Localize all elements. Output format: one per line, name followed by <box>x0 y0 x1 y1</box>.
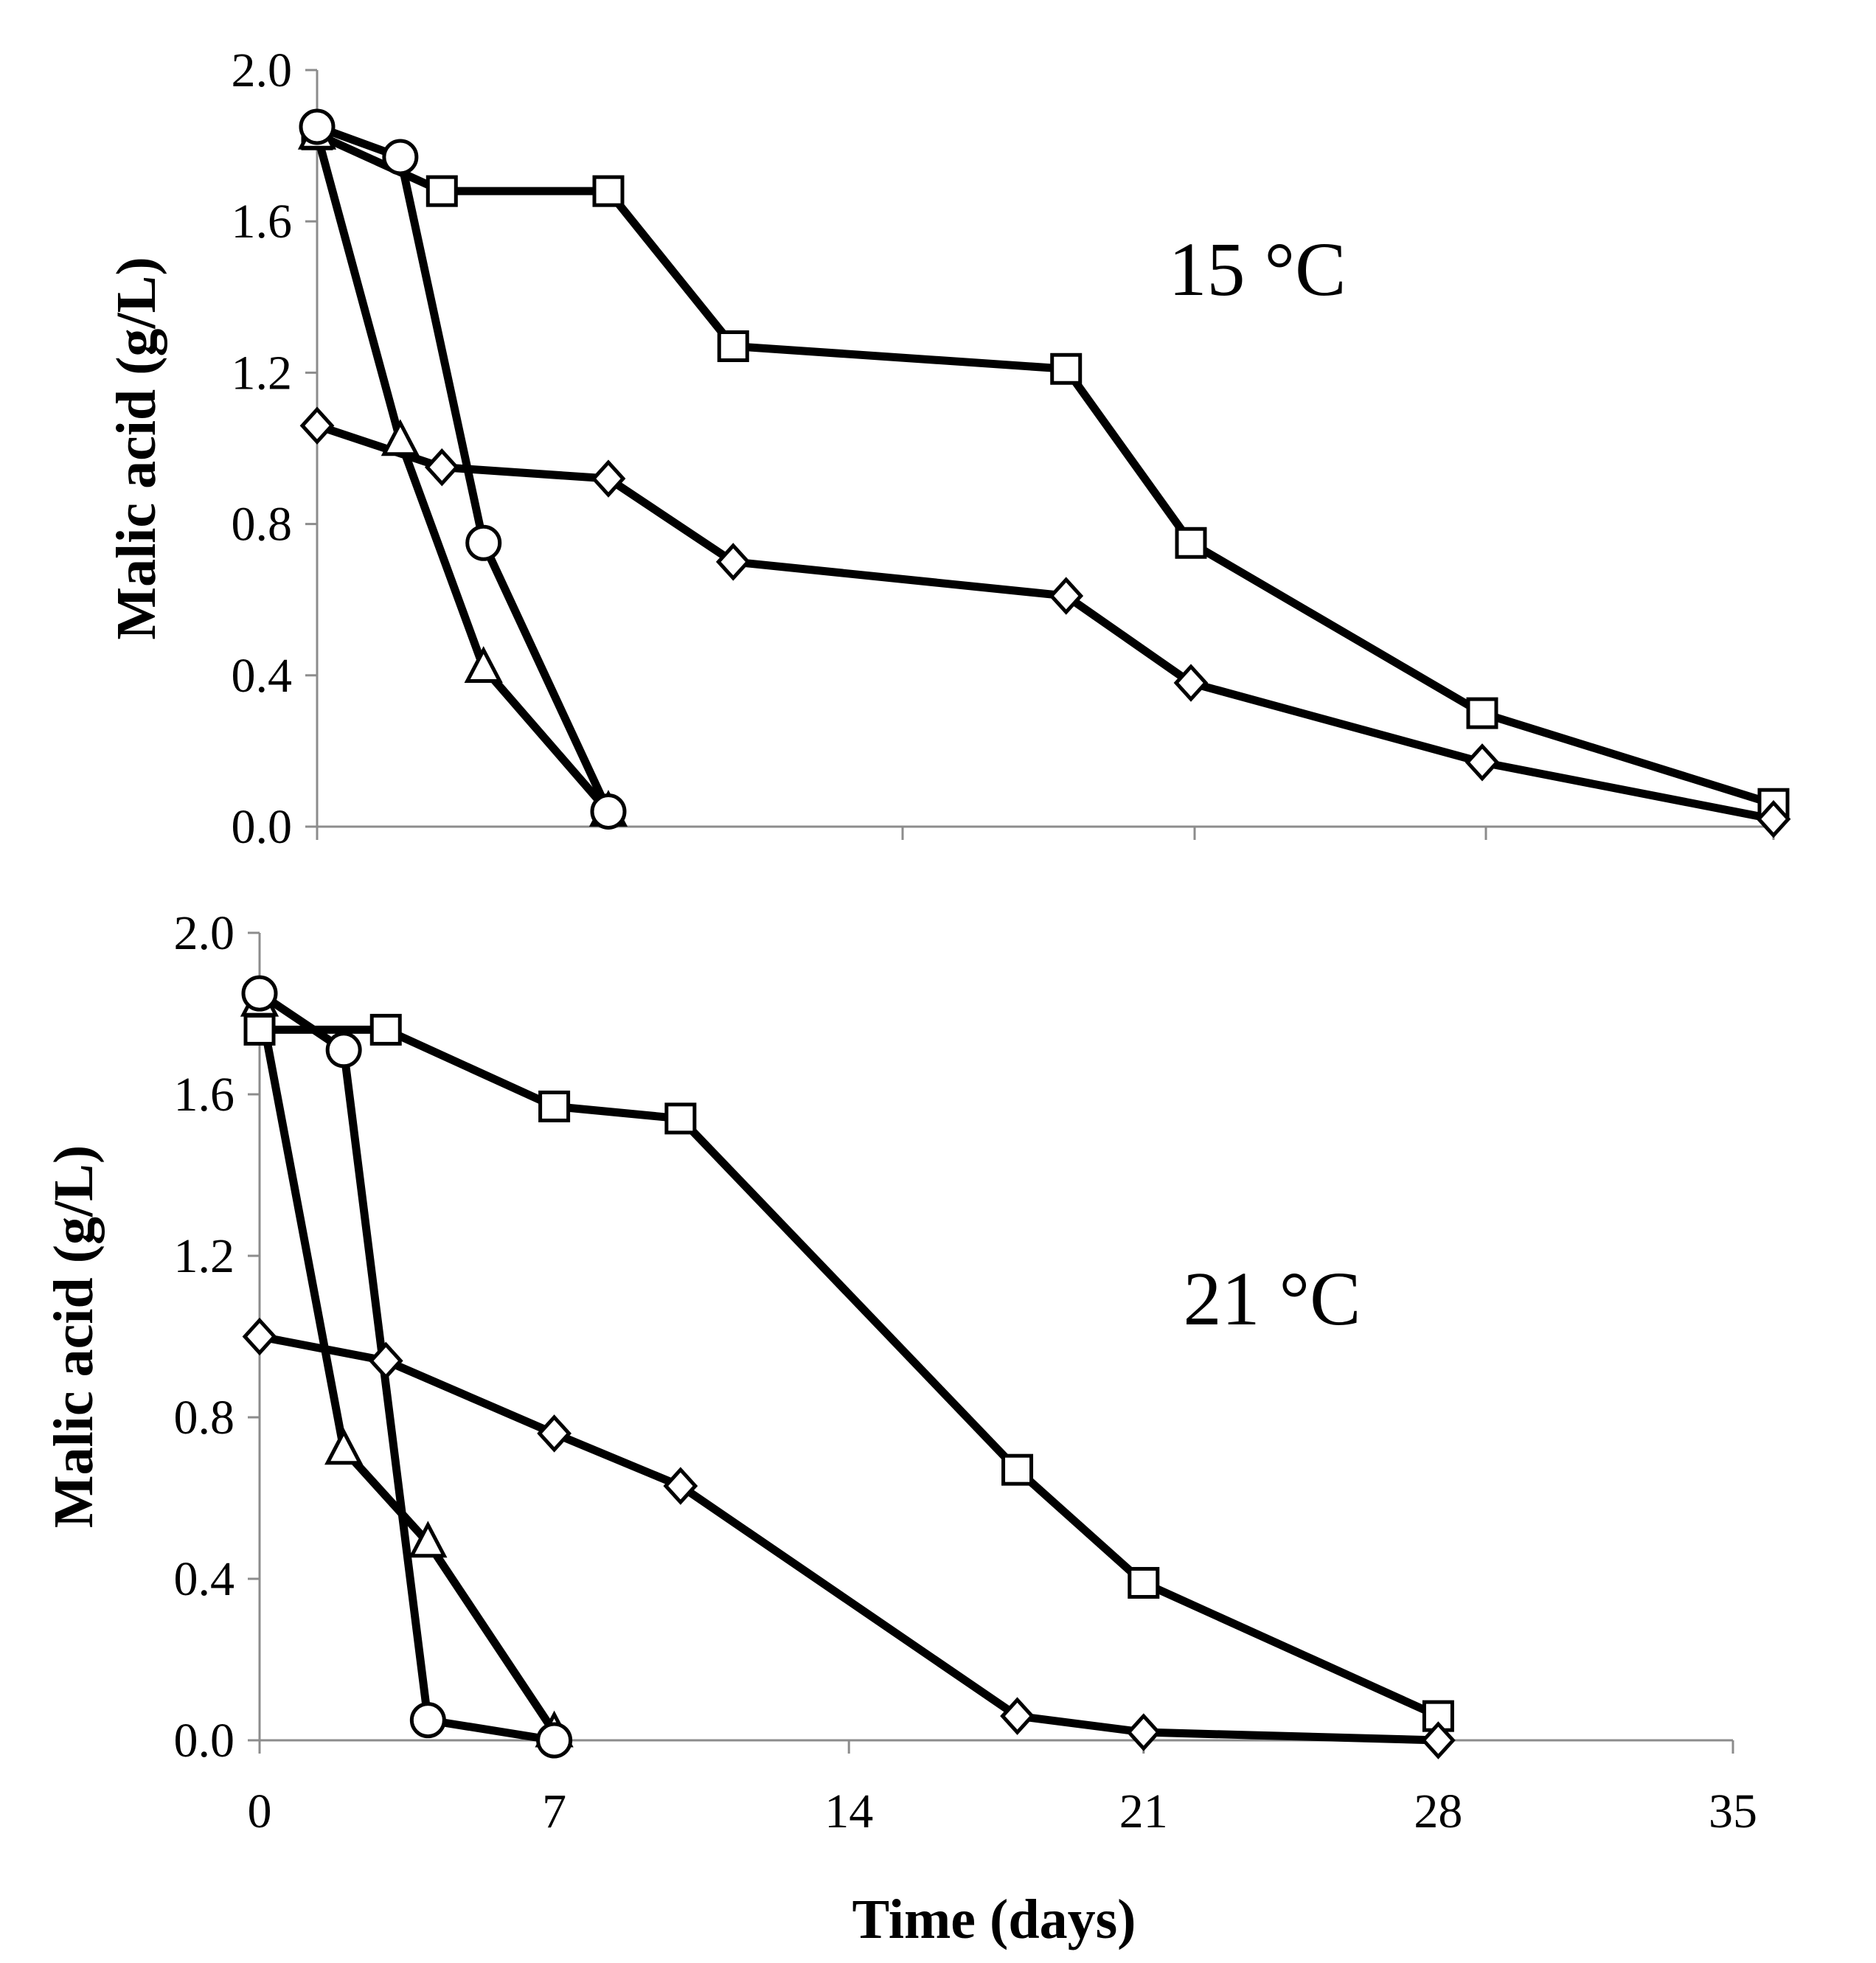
top-chart-panel: 0.0 0.4 0.8 1.2 1.6 2.0 Malic acid (g/L) 15 °C <box>105 44 1791 854</box>
diamond-marker <box>1126 1713 1161 1751</box>
square-marker <box>1466 697 1498 729</box>
square-marker <box>1175 527 1207 559</box>
diamond-marker <box>424 448 459 487</box>
diamond-marker <box>1000 1697 1035 1735</box>
y-tick-label: 0.0 <box>232 800 293 854</box>
diamond-marker <box>1049 577 1084 615</box>
y-tick-label: 1.2 <box>232 346 293 400</box>
square-marker <box>717 330 749 362</box>
x-tick-label: 35 <box>1709 1785 1757 1838</box>
circle-marker <box>590 793 627 830</box>
y-axis-title: Malic acid (g/L) <box>105 257 167 639</box>
diamond-marker <box>591 459 626 498</box>
diamond-marker <box>1465 743 1500 782</box>
circle-marker <box>465 524 502 561</box>
square-marker <box>1050 352 1083 385</box>
triangle-marker <box>464 646 503 684</box>
triangle-marker <box>381 419 420 456</box>
y-tick-label: 0.8 <box>232 498 293 552</box>
y-tick-label: 0.4 <box>174 1552 235 1606</box>
series-line-square <box>255 1025 1442 1720</box>
x-tick-label: 21 <box>1119 1785 1168 1838</box>
temperature-label: 15 °C <box>1169 227 1347 312</box>
circle-marker <box>409 1702 446 1739</box>
diamond-marker <box>299 406 335 445</box>
x-tick-label: 28 <box>1414 1785 1462 1838</box>
series-line-triangle <box>313 130 613 816</box>
diamond-marker <box>1421 1721 1456 1759</box>
y-axis-title: Malic acid (g/L) <box>43 1145 105 1528</box>
x-tick-label: 0 <box>248 1785 272 1838</box>
series-line-circle <box>255 989 559 1745</box>
y-tick-label: 1.6 <box>232 195 293 249</box>
diamond-marker <box>663 1467 698 1505</box>
triangle-marker <box>409 1521 448 1558</box>
y-tick-label: 2.0 <box>174 906 235 960</box>
y-tick-label: 2.0 <box>232 44 293 97</box>
x-tick-label: 7 <box>542 1785 566 1838</box>
circle-marker <box>325 1032 362 1069</box>
y-tick-label: 0.4 <box>232 649 293 703</box>
series-line-circle <box>313 122 613 816</box>
square-marker <box>1001 1453 1034 1486</box>
y-tick-label: 0.8 <box>174 1391 235 1445</box>
series-line-triangle <box>255 997 559 1737</box>
circle-marker <box>382 139 419 176</box>
diamond-marker <box>1173 664 1209 702</box>
square-marker <box>369 1013 402 1046</box>
triangle-marker <box>324 1428 364 1465</box>
y-tick-label: 0.0 <box>174 1714 235 1768</box>
circle-marker <box>241 975 278 1012</box>
square-marker <box>592 175 625 207</box>
series-line-diamond <box>313 421 1778 824</box>
square-marker <box>538 1090 571 1122</box>
series-line-square <box>313 130 1778 808</box>
circle-marker <box>536 1722 573 1759</box>
circle-marker <box>299 108 336 145</box>
bottom-chart-panel: 0.0 0.4 0.8 1.2 1.6 2.0 0 7 14 21 28 35 Malic acid (… <box>43 906 1757 1838</box>
diamond-marker <box>368 1341 403 1380</box>
diamond-marker <box>1756 800 1791 838</box>
y-tick-label: 1.6 <box>174 1068 235 1122</box>
diamond-marker <box>242 1317 277 1356</box>
square-marker <box>1128 1566 1160 1599</box>
x-axis-title: Time (days) <box>852 1889 1136 1950</box>
x-tick-label: 14 <box>824 1785 873 1838</box>
square-marker <box>425 175 458 207</box>
temperature-label: 21 °C <box>1184 1257 1361 1341</box>
y-tick-label: 1.2 <box>174 1229 235 1283</box>
square-marker <box>243 1013 276 1046</box>
diamond-marker <box>537 1414 572 1453</box>
diamond-marker <box>715 543 751 581</box>
square-marker <box>664 1102 697 1135</box>
